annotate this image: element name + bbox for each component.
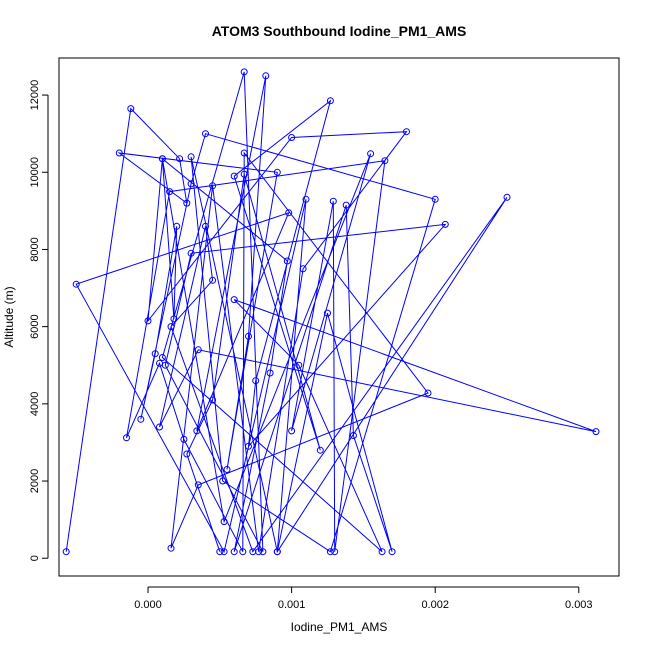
x-tick-label: 0.001 (278, 599, 306, 611)
data-point (173, 222, 181, 230)
data-point (170, 315, 178, 323)
data-point (156, 423, 163, 431)
data-point (193, 427, 201, 435)
data-point (183, 199, 191, 207)
data-point (137, 415, 145, 423)
data-point (324, 309, 331, 317)
x-axis-label: Iodine_PM1_AMS (291, 620, 388, 634)
data-point (592, 428, 600, 436)
data-point (381, 157, 389, 165)
series-line (65, 71, 597, 554)
data-point (62, 548, 70, 556)
data-point (283, 257, 291, 265)
data-point (194, 346, 202, 354)
data-point (72, 280, 80, 288)
data-point (202, 222, 209, 230)
y-tick-label: 12000 (29, 80, 41, 111)
data-point (115, 149, 123, 157)
data-point (167, 544, 175, 552)
data-point (403, 128, 410, 136)
data-point (209, 396, 217, 404)
data-point (187, 153, 195, 161)
data-point (431, 195, 439, 203)
data-point (252, 377, 260, 385)
chart-title: ATOM3 Southbound Iodine_PM1_AMS (212, 23, 467, 39)
data-point (285, 209, 293, 217)
data-point (288, 427, 296, 435)
data-point (331, 548, 339, 556)
data-point (187, 180, 195, 188)
data-point (223, 466, 231, 473)
data-point (367, 150, 375, 158)
data-point (388, 548, 396, 556)
data-point (230, 172, 238, 180)
x-axis: 0.000 0.001 0.002 0.003 (134, 586, 593, 611)
data-point (167, 323, 175, 331)
x-tick-label: 0.002 (421, 599, 449, 611)
data-point (329, 197, 337, 205)
data-point (326, 97, 334, 105)
data-point (288, 134, 296, 141)
data-point (230, 296, 238, 304)
data-point (158, 354, 166, 361)
data-point (180, 435, 188, 443)
data-point (161, 361, 169, 369)
data-point (209, 182, 217, 190)
data-point (245, 332, 252, 340)
data-point (441, 220, 449, 228)
data-point (202, 130, 209, 138)
data-point (166, 188, 174, 196)
data-point (220, 518, 228, 526)
data-point (245, 442, 252, 450)
data-point (123, 434, 130, 442)
data-point (239, 548, 247, 556)
x-tick-label: 0.003 (565, 599, 593, 611)
data-point (151, 350, 159, 358)
data-point (249, 548, 257, 556)
data-point (503, 193, 511, 201)
data-point (266, 369, 274, 377)
y-tick-label: 4000 (29, 392, 41, 416)
data-point (424, 389, 432, 397)
data-point (378, 548, 386, 556)
data-point (342, 201, 350, 209)
data-point (187, 249, 195, 257)
data-point (240, 149, 248, 157)
y-tick-label: 6000 (29, 314, 41, 338)
data-point (326, 548, 334, 556)
data-point (273, 168, 281, 176)
data-point (219, 477, 227, 485)
data-point (183, 450, 191, 458)
data-point (273, 548, 281, 556)
data-point (220, 548, 228, 556)
data-point (240, 170, 248, 178)
data-point (127, 105, 135, 113)
y-axis: 0 2000 4000 6000 8000 10000 12000 (29, 80, 49, 561)
y-axis-label: Altitude (m) (2, 286, 16, 347)
data-point (299, 265, 307, 273)
data-point (144, 317, 152, 325)
data-point (259, 548, 267, 556)
y-tick-label: 10000 (29, 157, 41, 188)
data-point (158, 155, 166, 163)
x-tick-label: 0.000 (134, 599, 162, 611)
data-point (176, 155, 184, 163)
data-point (230, 548, 238, 556)
plot-frame (58, 57, 620, 577)
data-point (349, 432, 357, 439)
data-point (316, 446, 324, 454)
data-point (240, 68, 248, 76)
data-point (295, 361, 303, 369)
data-point (216, 548, 224, 556)
data-point (262, 72, 270, 80)
y-tick-label: 2000 (29, 469, 41, 493)
y-tick-label: 8000 (29, 237, 41, 261)
series-layer (62, 68, 600, 556)
y-tick-label: 0 (29, 555, 41, 561)
data-point (194, 481, 202, 489)
data-point (302, 195, 310, 203)
data-point (209, 276, 217, 284)
